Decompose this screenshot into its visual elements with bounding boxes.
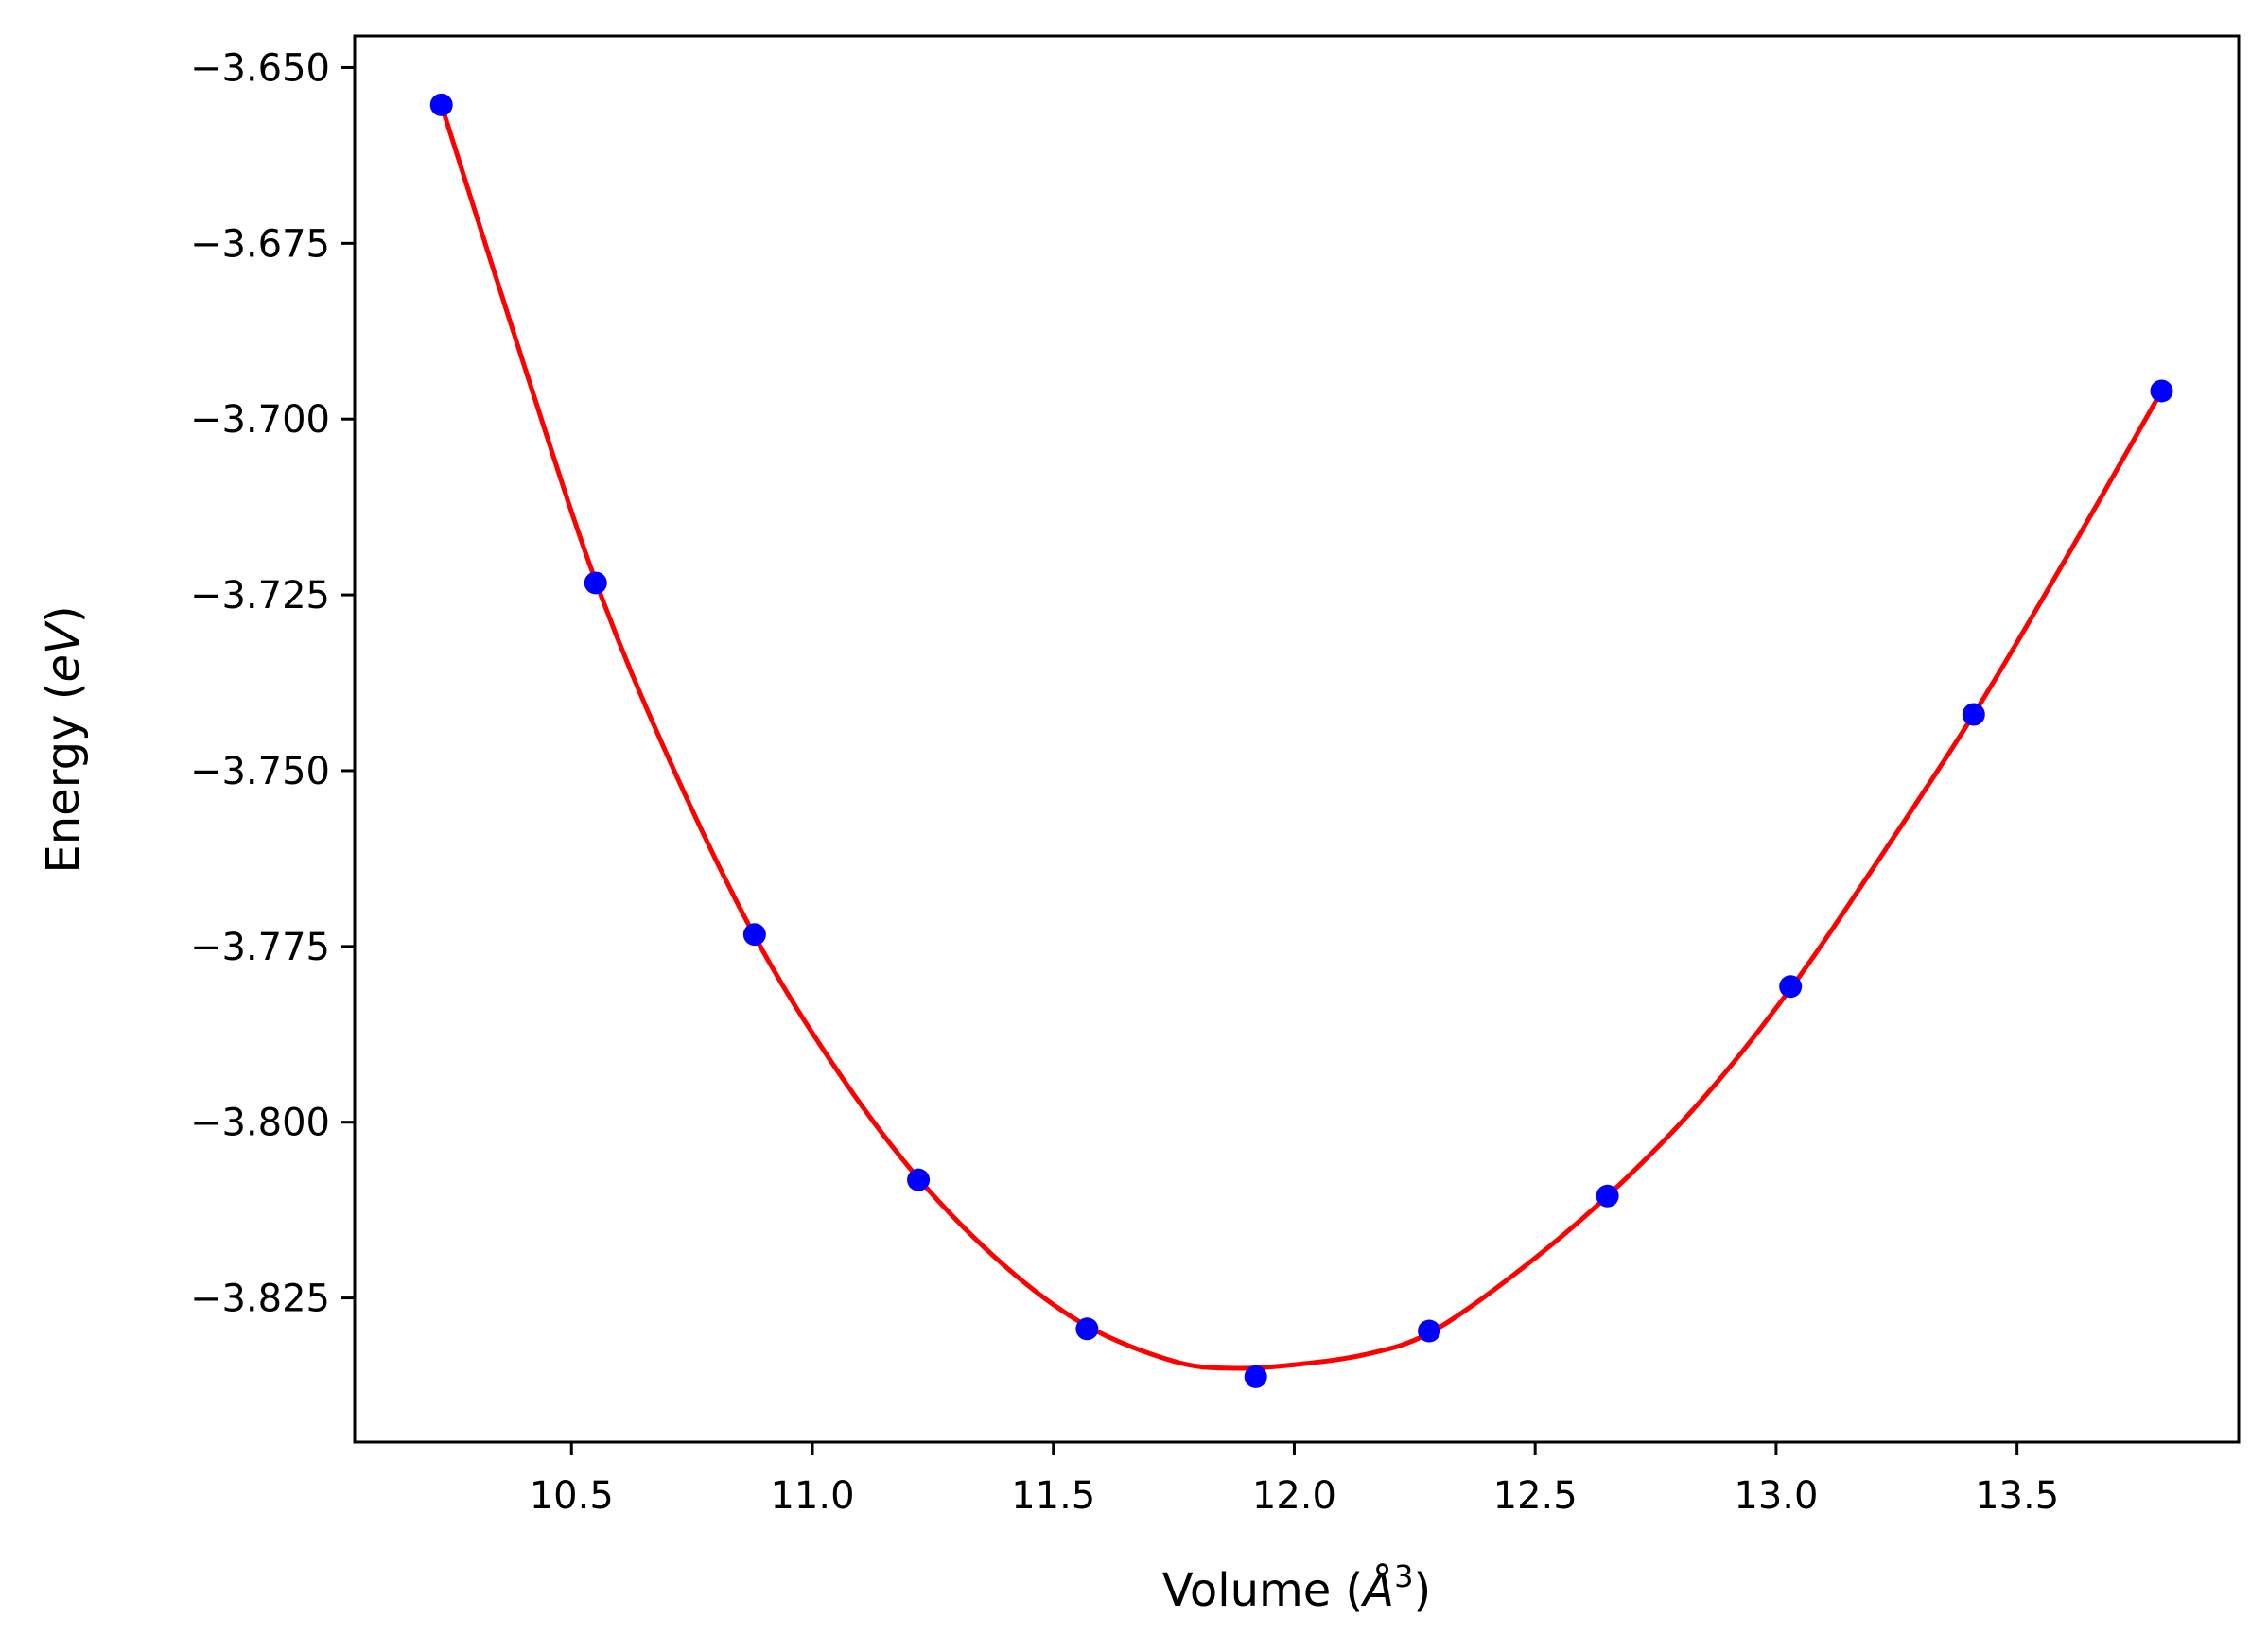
x-tick-label: 11.5 — [1011, 1474, 1095, 1518]
data-point — [742, 923, 766, 947]
x-axis-label-superscript: 3 — [1394, 1558, 1413, 1594]
plot-area-frame — [353, 34, 2241, 1444]
x-tick-label: 10.5 — [530, 1474, 614, 1518]
y-tick-label: −3.700 — [190, 398, 330, 442]
y-axis-label-close: ) — [37, 605, 90, 623]
fit-curve-layer — [439, 102, 2164, 1371]
x-tick-label: 11.0 — [770, 1474, 854, 1518]
data-point — [1244, 1365, 1267, 1388]
data-point — [2150, 379, 2173, 403]
y-tick-label: −3.675 — [190, 222, 330, 266]
data-points-layer — [429, 93, 2173, 1388]
x-axis-ticks: 10.5 11.0 11.5 12.0 12.5 13.0 13.5 — [530, 1442, 2059, 1518]
data-point — [1418, 1319, 1441, 1343]
data-point — [429, 93, 453, 116]
x-tick-label: 13.0 — [1734, 1474, 1818, 1518]
x-axis-label-close: ) — [1413, 1564, 1431, 1617]
y-tick-label: −3.775 — [190, 926, 330, 969]
data-point — [907, 1168, 931, 1191]
y-tick-label: −3.650 — [190, 46, 330, 90]
data-point — [1779, 975, 1803, 999]
x-axis-label-symbol: Å — [1360, 1563, 1394, 1617]
data-point — [1962, 703, 1985, 726]
y-tick-label: −3.750 — [190, 750, 330, 793]
y-tick-label: −3.825 — [190, 1278, 330, 1321]
fit-curve-line — [439, 102, 2164, 1371]
y-tick-label: −3.725 — [190, 574, 330, 617]
x-tick-label: 12.5 — [1493, 1474, 1578, 1518]
y-axis-label: Energy (eV) — [37, 605, 90, 873]
y-tick-label: −3.800 — [190, 1102, 330, 1145]
data-point — [1596, 1184, 1619, 1208]
x-tick-label: 12.0 — [1252, 1474, 1336, 1518]
data-point — [1075, 1317, 1099, 1341]
x-axis-label: Volume (Å3) — [1162, 1558, 1431, 1617]
y-axis-label-unit: eV — [37, 620, 90, 683]
x-tick-label: 13.5 — [1975, 1474, 2059, 1518]
data-point — [584, 571, 607, 595]
y-axis-ticks: −3.650 −3.675 −3.700 −3.725 −3.750 −3.775 −3.8… — [190, 46, 355, 1321]
